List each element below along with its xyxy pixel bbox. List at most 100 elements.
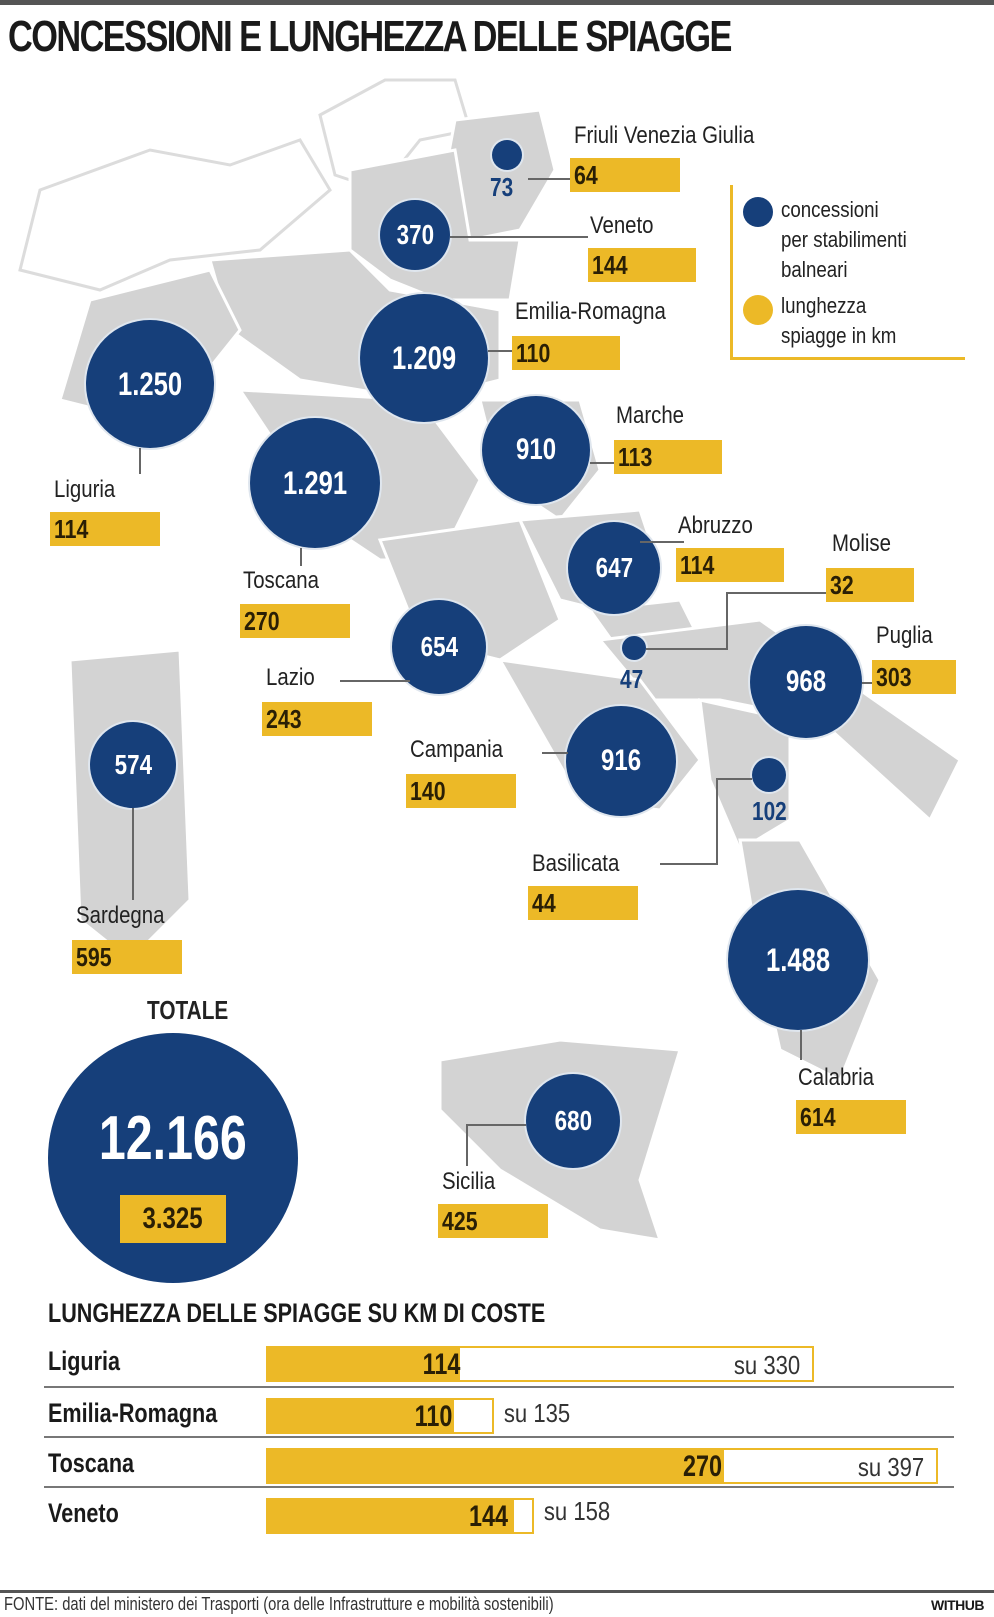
coast-row-toscana: Toscana 270 su 397	[44, 1442, 954, 1492]
row-divider	[44, 1386, 954, 1388]
molise-bubble	[622, 636, 646, 660]
total-label: TOTALE	[147, 995, 229, 1025]
marche-leader	[590, 462, 616, 464]
abruzzo-leader	[640, 541, 684, 543]
total-concessions: 12.166	[99, 1104, 247, 1173]
lazio-label: Lazio	[266, 664, 315, 691]
toscana-bubble: 1.291	[250, 418, 380, 548]
friuli-label: Friuli Venezia Giulia	[574, 122, 755, 149]
calabria-km-box: 614	[796, 1100, 906, 1134]
beach-value: 270	[682, 1450, 722, 1483]
beach-fill	[268, 1500, 514, 1532]
length-legend-swatch-icon	[743, 295, 773, 325]
concessions-legend-swatch-icon	[743, 197, 773, 227]
puglia-label: Puglia	[876, 622, 933, 649]
sardegna-leader	[132, 808, 134, 900]
beach-value: 144	[468, 1500, 508, 1533]
toscana-leader	[300, 548, 302, 566]
coast-section-title: LUNGHEZZA DELLE SPIAGGE SU KM DI COSTE	[48, 1298, 546, 1328]
abruzzo-km-box: 114	[676, 548, 784, 582]
abruzzo-label: Abruzzo	[678, 512, 753, 539]
sardegna-km-box: 595	[72, 940, 182, 974]
emilia-romagna-leader	[488, 350, 512, 352]
molise-leader-v	[726, 592, 728, 650]
puglia-leader	[862, 682, 874, 684]
basilicata-km-box: 44	[528, 886, 638, 920]
emilia-romagna-label: Emilia-Romagna	[515, 298, 666, 325]
beach-fill	[268, 1450, 724, 1482]
veneto-leader	[450, 236, 588, 238]
legend-concessions-line2: per stabilimenti	[781, 227, 907, 252]
puglia-km-box: 303	[872, 660, 956, 694]
veneto-bubble: 370	[380, 200, 450, 270]
legend-length-line2: spiagge in km	[781, 323, 897, 348]
sicilia-km-box: 425	[438, 1204, 548, 1238]
campania-bubble: 916	[566, 706, 676, 816]
marche-km-box: 113	[614, 440, 722, 474]
coast-row-emilia-romagna: Emilia-Romagna 110 su 135	[44, 1392, 954, 1442]
row-divider	[44, 1486, 954, 1488]
legend: concessioni per stabilimenti balneari lu…	[730, 185, 965, 360]
basilicata-leader-v	[716, 778, 718, 864]
friuli-km-box: 64	[570, 158, 680, 192]
emilia-romagna-km-box: 110	[512, 336, 620, 370]
friuli-leader	[528, 178, 572, 180]
molise-label: Molise	[832, 530, 891, 557]
basilicata-leader-h2	[660, 863, 718, 865]
campania-leader	[542, 752, 568, 754]
molise-leader-h2	[726, 592, 826, 594]
beach-value: 110	[414, 1400, 452, 1433]
beach-fill	[268, 1348, 460, 1380]
sardegna-label: Sardegna	[76, 902, 165, 929]
calabria-label: Calabria	[798, 1064, 874, 1091]
total-bubble: 12.166 3.325	[48, 1033, 298, 1283]
beach-value: 114	[422, 1348, 460, 1381]
basilicata-concessions: 102	[752, 796, 787, 826]
coast-bar: 110	[266, 1398, 494, 1434]
liguria-km-box: 114	[50, 512, 160, 546]
veneto-label: Veneto	[590, 212, 654, 239]
basilicata-label: Basilicata	[532, 850, 620, 877]
coast-row-name: Liguria	[48, 1346, 121, 1376]
lazio-bubble: 654	[392, 600, 486, 694]
coast-total: su 135	[503, 1398, 571, 1428]
calabria-bubble: 1.488	[728, 890, 868, 1030]
coast-total: su 330	[733, 1350, 801, 1380]
molise-km-box: 32	[826, 568, 914, 602]
molise-leader-h1	[646, 648, 726, 650]
beach-fill	[268, 1400, 454, 1432]
coast-row-liguria: Liguria 114 su 330	[44, 1340, 954, 1390]
marche-label: Marche	[616, 402, 685, 429]
campania-label: Campania	[410, 736, 503, 763]
coast-total: su 397	[857, 1452, 925, 1482]
coast-bar: 114 su 330	[266, 1346, 814, 1382]
coast-row-name: Emilia-Romagna	[48, 1398, 218, 1428]
molise-concessions: 47	[620, 664, 644, 694]
puglia-bubble: 968	[750, 626, 862, 738]
coast-bar: 144	[266, 1498, 534, 1534]
footer-rule	[0, 1590, 994, 1593]
coast-row-name: Toscana	[48, 1448, 135, 1478]
toscana-label: Toscana	[243, 567, 319, 594]
brand-logo: WITHUB	[931, 1597, 985, 1613]
coast-total: su 158	[543, 1496, 611, 1526]
sicilia-leader-h	[466, 1124, 526, 1126]
legend-length-line1: lunghezza	[781, 293, 867, 318]
coast-bar: 270 su 397	[266, 1448, 938, 1484]
legend-concessions-line3: balneari	[781, 257, 848, 282]
coast-row-name: Veneto	[48, 1498, 119, 1528]
emilia-romagna-bubble: 1.209	[360, 294, 488, 422]
top-rule	[0, 0, 994, 5]
sicilia-bubble: 680	[526, 1074, 620, 1168]
legend-concessions-line1: concessioni	[781, 197, 879, 222]
coast-row-veneto: Veneto 144 su 158	[44, 1492, 954, 1542]
liguria-label: Liguria	[54, 476, 116, 503]
lazio-leader	[340, 680, 410, 682]
total-km-box: 3.325	[120, 1195, 226, 1243]
basilicata-leader-h1	[716, 778, 752, 780]
marche-bubble: 910	[482, 396, 590, 504]
veneto-km-box: 144	[588, 248, 696, 282]
liguria-leader	[139, 448, 141, 474]
campania-km-box: 140	[406, 774, 516, 808]
friuli-concessions: 73	[490, 172, 514, 202]
